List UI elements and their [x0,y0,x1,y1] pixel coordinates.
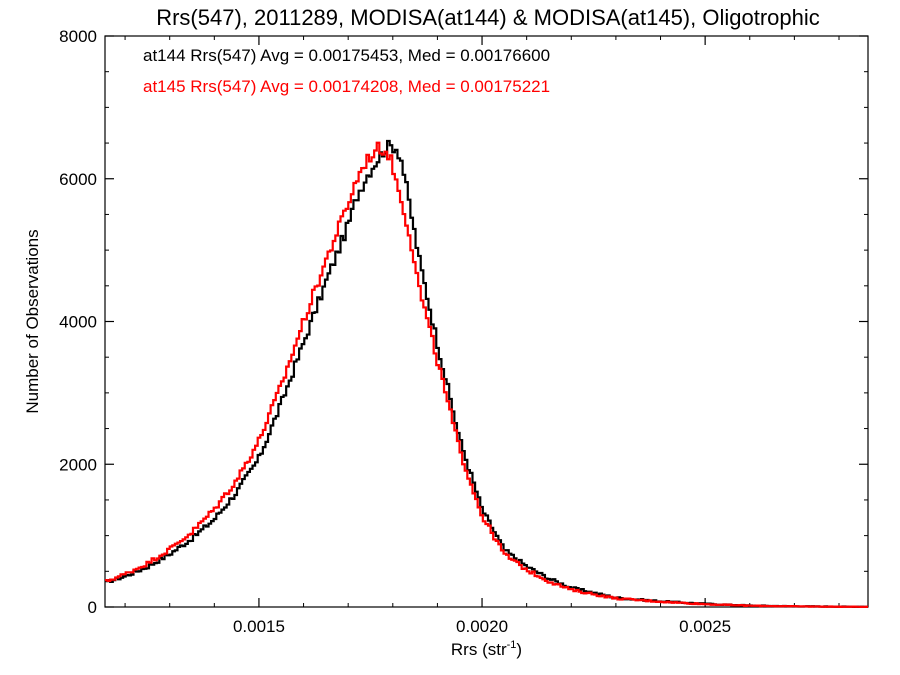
x-axis-label-base: Rrs (str [451,640,507,659]
y-tick-label: 8000 [59,27,97,46]
series-line-at145 [105,141,868,609]
y-tick-label: 0 [88,598,97,617]
x-axis-label-superscript: -1 [507,639,517,651]
x-tick-label: 0.0015 [233,617,285,636]
legend-entry-at145: at145 Rrs(547) Avg = 0.00174208, Med = 0… [143,77,550,96]
legend-entry-at144: at144 Rrs(547) Avg = 0.00175453, Med = 0… [143,46,550,65]
y-tick-label: 2000 [59,455,97,474]
x-tick-label: 0.0025 [679,617,731,636]
x-axis-label-close: ) [516,640,522,659]
x-axis: 0.0015 0.0020 0.0025 [124,36,840,636]
x-axis-label: Rrs (str-1) [451,639,522,659]
series-layer [105,139,868,609]
y-axis: 0 2000 4000 6000 8000 [59,27,868,617]
y-tick-label: 6000 [59,170,97,189]
x-tick-label: 0.0020 [456,617,508,636]
y-axis-label: Number of Observations [23,229,42,413]
y-tick-label: 4000 [59,313,97,332]
series-line-at144 [105,139,868,608]
chart-title: Rrs(547), 2011289, MODISA(at144) & MODIS… [156,5,820,30]
